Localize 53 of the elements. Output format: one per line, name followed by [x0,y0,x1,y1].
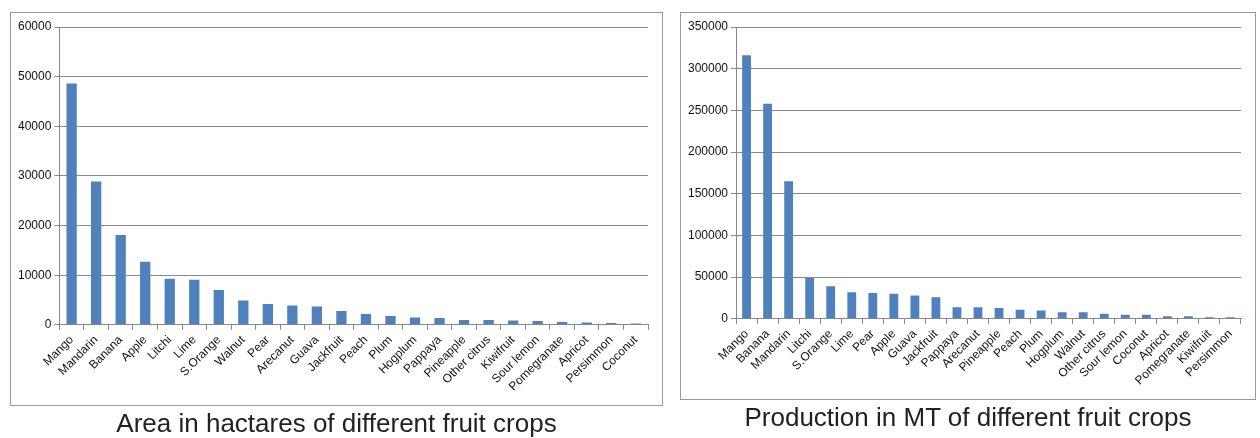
bar [360,313,372,325]
bar [910,295,920,319]
bar [742,55,751,319]
bar [1099,313,1109,319]
bar [164,278,175,325]
bar [507,320,519,325]
bar [115,235,126,325]
y-tick-label: 350000 [688,19,729,34]
bar [1078,312,1088,319]
y-tick-label: 200000 [688,144,729,159]
bar [287,305,298,325]
bar [66,83,77,325]
bar [868,293,878,319]
bar [336,310,347,325]
bar [889,293,899,319]
y-tick-label: 100000 [688,227,729,242]
bar [385,315,396,325]
bar [1057,312,1067,319]
y-tick-label: 250000 [688,102,729,117]
bar [262,304,273,325]
y-tick-label: 20000 [17,217,52,232]
bar [931,297,941,319]
y-tick-label: 50000 [17,68,52,83]
bar [1162,316,1172,319]
bar [784,181,794,319]
bar [532,320,543,325]
bar [311,306,323,325]
y-tick-label: 0 [721,311,729,326]
y-tick-label: 0 [44,317,52,332]
bar [826,286,836,319]
y-tick-label: 300000 [688,61,729,76]
bar [763,103,773,319]
bar [483,319,494,325]
text: Production in MT of different fruit crops [743,402,1193,433]
y-tick-label: 40000 [17,118,52,133]
bar [91,181,102,325]
y-tick-label: 60000 [17,19,52,34]
bar [805,278,815,319]
y-tick-label: 30000 [17,168,52,183]
text: Area in hactares of different fruit crops [115,408,558,438]
bar [434,317,445,325]
bar [847,292,857,319]
y-tick-label: 50000 [694,269,729,284]
y-tick-label: 150000 [688,186,729,201]
bar [409,317,421,325]
bar [140,261,151,325]
bar [238,300,249,325]
bar [1015,309,1025,319]
bar [213,290,224,325]
bar [1183,316,1193,319]
bar [189,279,200,325]
bar [1036,310,1046,319]
y-tick-label: 10000 [17,267,52,282]
